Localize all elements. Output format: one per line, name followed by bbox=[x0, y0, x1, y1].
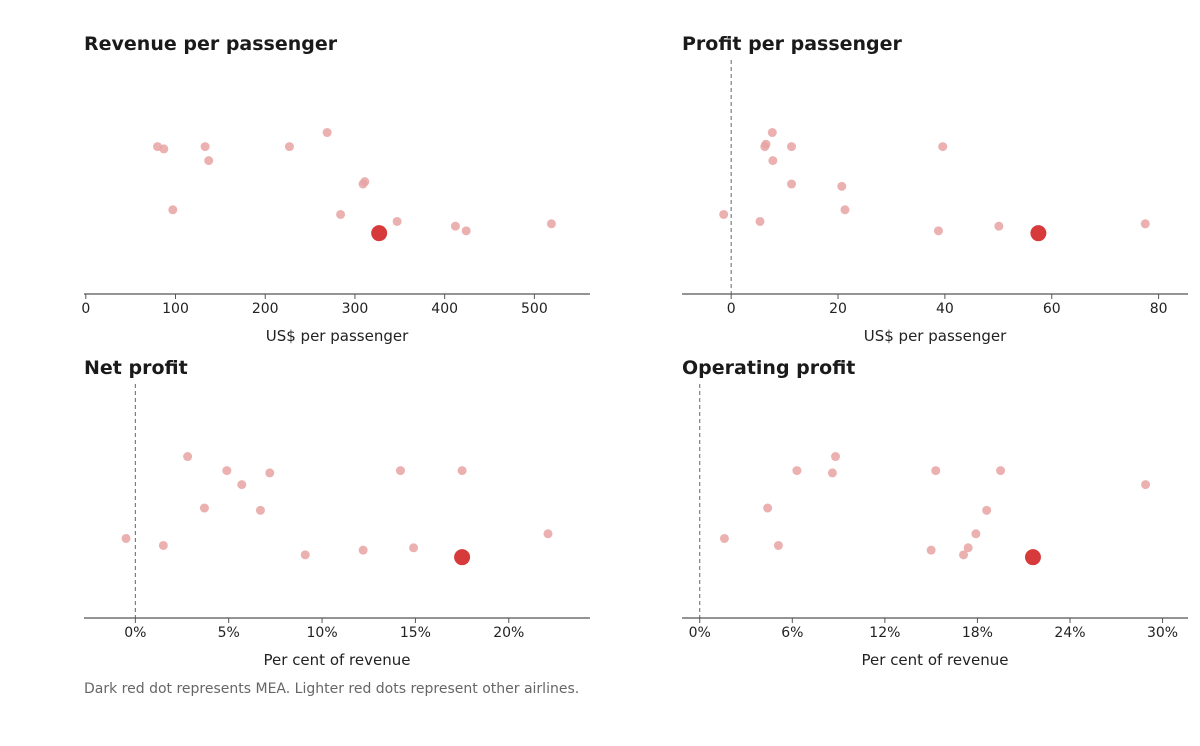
other-airline-point bbox=[761, 139, 771, 149]
other-airline-point bbox=[994, 221, 1004, 231]
x-tick-label: 0 bbox=[81, 301, 90, 317]
other-airline-point bbox=[840, 205, 850, 215]
other-airline-point bbox=[767, 128, 777, 138]
other-airline-point bbox=[358, 545, 368, 555]
x-axis-label: US$ per passenger bbox=[864, 327, 1007, 345]
mea-highlight-point bbox=[371, 225, 388, 242]
other-airline-point bbox=[792, 466, 802, 476]
other-airline-point bbox=[265, 468, 275, 478]
other-airline-point bbox=[719, 533, 729, 543]
chart-panel-1: Revenue per passenger 0 100 200 300 400 500 US$… bbox=[81, 33, 590, 345]
x-tick-label: 500 bbox=[521, 301, 548, 317]
other-airline-point bbox=[1141, 480, 1151, 490]
other-airline-point bbox=[204, 156, 214, 166]
x-tick-label: 60 bbox=[1043, 301, 1061, 317]
other-airline-point bbox=[159, 144, 169, 154]
other-airline-point bbox=[837, 181, 847, 191]
x-tick-label: 300 bbox=[342, 301, 369, 317]
other-airline-point bbox=[543, 529, 553, 539]
chart-title: Revenue per passenger bbox=[84, 33, 338, 55]
other-airline-point bbox=[787, 142, 797, 152]
other-airline-point bbox=[1140, 219, 1150, 229]
x-tick-label: 80 bbox=[1150, 301, 1168, 317]
other-airline-point bbox=[392, 216, 402, 226]
other-airline-point bbox=[255, 505, 265, 515]
chart-title: Profit per passenger bbox=[682, 33, 903, 55]
other-airline-point bbox=[300, 550, 310, 560]
x-tick-label: 10% bbox=[307, 625, 338, 641]
other-airline-point bbox=[830, 452, 840, 462]
other-airline-point bbox=[938, 142, 948, 152]
other-airline-point bbox=[768, 156, 778, 166]
chart-title: Operating profit bbox=[682, 357, 855, 379]
x-tick-label: 400 bbox=[431, 301, 458, 317]
other-airline-point bbox=[926, 545, 936, 555]
x-tick-label: 18% bbox=[962, 625, 993, 641]
x-tick-label: 5% bbox=[218, 625, 240, 641]
other-airline-point bbox=[763, 503, 773, 513]
chart-panel-2: Profit per passenger 0 20 40 60 80 US$ per pas… bbox=[682, 33, 1188, 345]
x-tick-label: 24% bbox=[1054, 625, 1085, 641]
other-airline-point bbox=[719, 209, 729, 219]
other-airline-point bbox=[183, 452, 193, 462]
other-airline-point bbox=[755, 216, 765, 226]
other-airline-point bbox=[199, 503, 209, 513]
x-tick-label: 40 bbox=[936, 301, 954, 317]
other-airline-point bbox=[461, 226, 471, 236]
x-axis-label: US$ per passenger bbox=[266, 327, 409, 345]
other-airline-point bbox=[395, 466, 405, 476]
x-tick-label: 0% bbox=[689, 625, 711, 641]
other-airline-point bbox=[971, 529, 981, 539]
other-airline-point bbox=[773, 540, 783, 550]
x-tick-label: 20% bbox=[493, 625, 524, 641]
chart-panel-4: Operating profit 0% 6% 12% 18% 24% 30% Per cent… bbox=[682, 357, 1188, 669]
other-airline-point bbox=[996, 466, 1006, 476]
other-airline-point bbox=[827, 468, 837, 478]
x-axis-label: Per cent of revenue bbox=[862, 651, 1009, 669]
other-airline-point bbox=[409, 543, 419, 553]
other-airline-point bbox=[963, 543, 973, 553]
chart-title: Net profit bbox=[84, 357, 188, 379]
other-airline-point bbox=[982, 505, 992, 515]
x-tick-label: 200 bbox=[252, 301, 279, 317]
x-tick-label: 12% bbox=[869, 625, 900, 641]
other-airline-point bbox=[222, 466, 232, 476]
other-airline-point bbox=[933, 226, 943, 236]
other-airline-point bbox=[158, 540, 168, 550]
x-tick-label: 6% bbox=[781, 625, 803, 641]
x-axis-label: Per cent of revenue bbox=[264, 651, 411, 669]
x-tick-label: 100 bbox=[162, 301, 189, 317]
mea-highlight-point bbox=[1030, 225, 1047, 242]
other-airline-point bbox=[457, 466, 467, 476]
other-airline-point bbox=[959, 550, 969, 560]
other-airline-point bbox=[546, 219, 556, 229]
other-airline-point bbox=[360, 177, 370, 187]
other-airline-point bbox=[284, 142, 294, 152]
other-airline-point bbox=[336, 209, 346, 219]
x-tick-label: 0 bbox=[727, 301, 736, 317]
other-airline-point bbox=[168, 205, 178, 215]
other-airline-point bbox=[787, 179, 797, 189]
other-airline-point bbox=[931, 466, 941, 476]
other-airline-point bbox=[450, 221, 460, 231]
x-tick-label: 20 bbox=[829, 301, 847, 317]
other-airline-point bbox=[322, 128, 332, 138]
chart-panel-3: Net profit 0% 5% 10% 15% 20% Per cent of reven… bbox=[84, 357, 590, 669]
other-airline-point bbox=[200, 142, 210, 152]
mea-highlight-point bbox=[1024, 549, 1041, 566]
mea-highlight-point bbox=[454, 549, 471, 566]
footnote: Dark red dot represents MEA. Lighter red… bbox=[84, 681, 580, 697]
other-airline-point bbox=[121, 533, 131, 543]
x-tick-label: 15% bbox=[400, 625, 431, 641]
x-tick-label: 0% bbox=[124, 625, 146, 641]
x-tick-label: 30% bbox=[1147, 625, 1178, 641]
other-airline-point bbox=[237, 480, 247, 490]
